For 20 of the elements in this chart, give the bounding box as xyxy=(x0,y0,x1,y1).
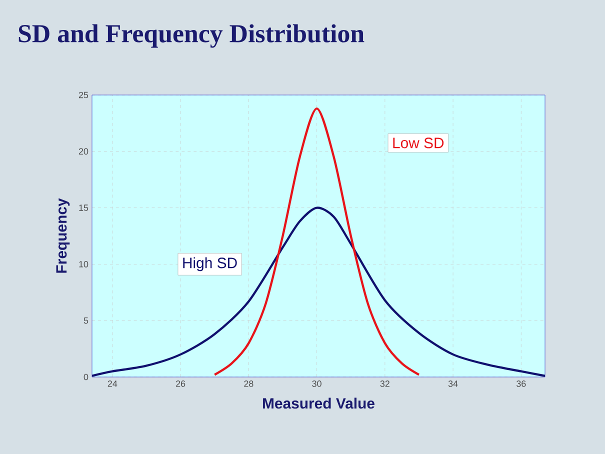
y-tick-label: 0 xyxy=(84,374,88,380)
x-tick-label: 26 xyxy=(176,380,186,387)
line-series xyxy=(214,107,420,376)
y-tick-label: 15 xyxy=(79,204,88,211)
x-tick-label: 32 xyxy=(380,380,390,387)
text: Low SD xyxy=(393,138,444,148)
x-tick-label: 34 xyxy=(448,380,458,387)
y-tick-label: 20 xyxy=(78,148,88,155)
y-tick-label: 5 xyxy=(84,317,88,324)
y-axis-title: Frequency xyxy=(56,198,70,273)
x-axis-title: Measured Value xyxy=(263,398,374,409)
y-tick-label: 10 xyxy=(79,261,88,268)
y-tick-label: 25 xyxy=(78,92,88,98)
x-tick-label: 36 xyxy=(516,380,526,387)
chart-title: SD and Frequency Distribution xyxy=(18,24,364,48)
x-tick-label: 24 xyxy=(108,380,118,387)
series-label: High SD xyxy=(183,257,237,272)
x-tick-label: 30 xyxy=(312,380,322,387)
line-series xyxy=(92,206,546,377)
x-tick-label: 28 xyxy=(244,380,254,387)
